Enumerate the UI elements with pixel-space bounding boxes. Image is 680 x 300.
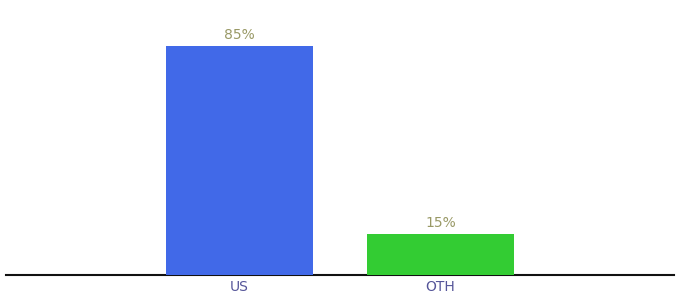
Text: 85%: 85% (224, 28, 255, 42)
Text: 15%: 15% (425, 216, 456, 230)
Bar (367, 235, 514, 275)
Bar (166, 46, 313, 275)
